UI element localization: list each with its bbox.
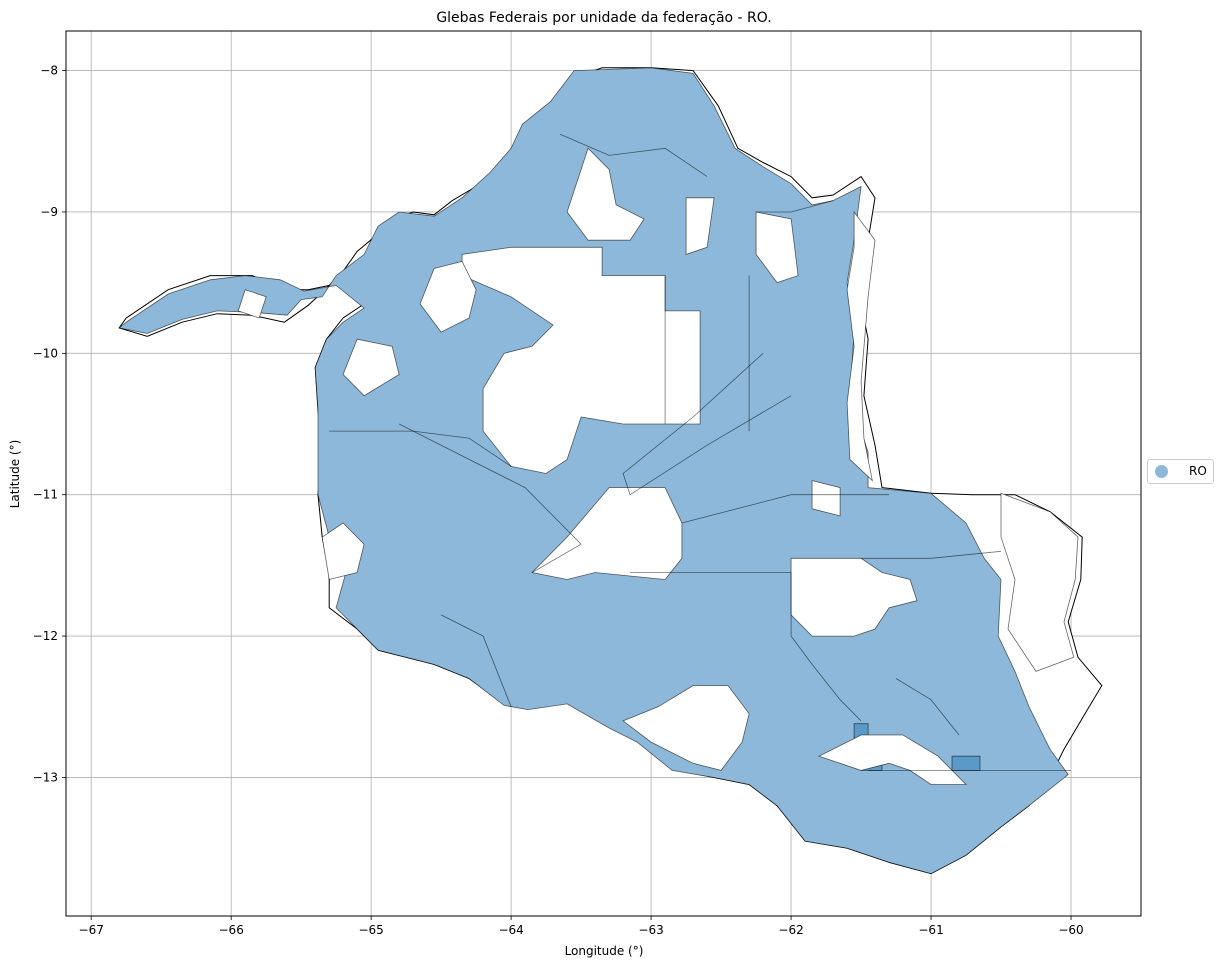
x-tick-label: −62 xyxy=(778,923,803,937)
y-tick-label: −12 xyxy=(33,629,58,643)
x-tick-label: −65 xyxy=(358,923,383,937)
gleba-boundary-line xyxy=(329,430,512,467)
glebas-area xyxy=(118,67,1069,875)
unallocated-area xyxy=(531,487,683,580)
unallocated-areas xyxy=(237,147,1079,785)
axes-frame xyxy=(65,30,1142,917)
unallocated-area xyxy=(790,557,918,637)
x-tick-label: −60 xyxy=(1058,923,1083,937)
x-tick-label: −63 xyxy=(638,923,663,937)
unallocated-area xyxy=(321,522,365,580)
gleba-boundary-line xyxy=(559,133,708,177)
gleba-boundary-line xyxy=(398,423,582,573)
unallocated-area xyxy=(237,289,267,319)
y-tick-label: −8 xyxy=(40,64,58,78)
gleba-boundary-line xyxy=(895,678,960,736)
gleba-boundaries xyxy=(329,133,1071,771)
chart-title: Glebas Federais por unidade da federação… xyxy=(436,10,771,26)
unallocated-area xyxy=(755,211,799,284)
gleba-boundary-line xyxy=(681,494,889,524)
unallocated-area xyxy=(846,210,876,482)
gleba-boundary-line xyxy=(756,200,834,213)
unallocated-area xyxy=(622,685,750,771)
legend: RO xyxy=(1147,459,1214,484)
x-tick-label: −61 xyxy=(918,923,943,937)
unallocated-area xyxy=(419,260,477,333)
y-axis-label: Latitude (°) xyxy=(8,440,22,509)
rondonia-map xyxy=(118,67,1103,875)
unallocated-area xyxy=(566,147,645,241)
legend-marker-ro xyxy=(1155,465,1168,478)
gleba-boundary-line xyxy=(440,614,512,707)
y-tick-label: −13 xyxy=(33,770,58,784)
x-axis-label: Longitude (°) xyxy=(565,944,644,958)
x-tick-label: −64 xyxy=(498,923,523,937)
gleba-boundary-line xyxy=(861,550,1002,559)
unallocated-area xyxy=(1000,492,1079,672)
y-tick-label: −9 xyxy=(40,205,58,219)
y-tick-label: −10 xyxy=(33,346,58,360)
x-tick-label: −66 xyxy=(219,923,244,937)
unallocated-area xyxy=(685,197,715,255)
unallocated-area xyxy=(811,480,841,517)
unallocated-area xyxy=(342,338,400,397)
unallocated-area xyxy=(818,734,967,785)
x-tick-label: −67 xyxy=(79,923,104,937)
gleba-boundary-line xyxy=(622,353,792,496)
y-tick-label: −11 xyxy=(33,488,58,502)
gleba-boundary-line xyxy=(790,572,862,722)
legend-label-ro: RO xyxy=(1189,464,1207,478)
